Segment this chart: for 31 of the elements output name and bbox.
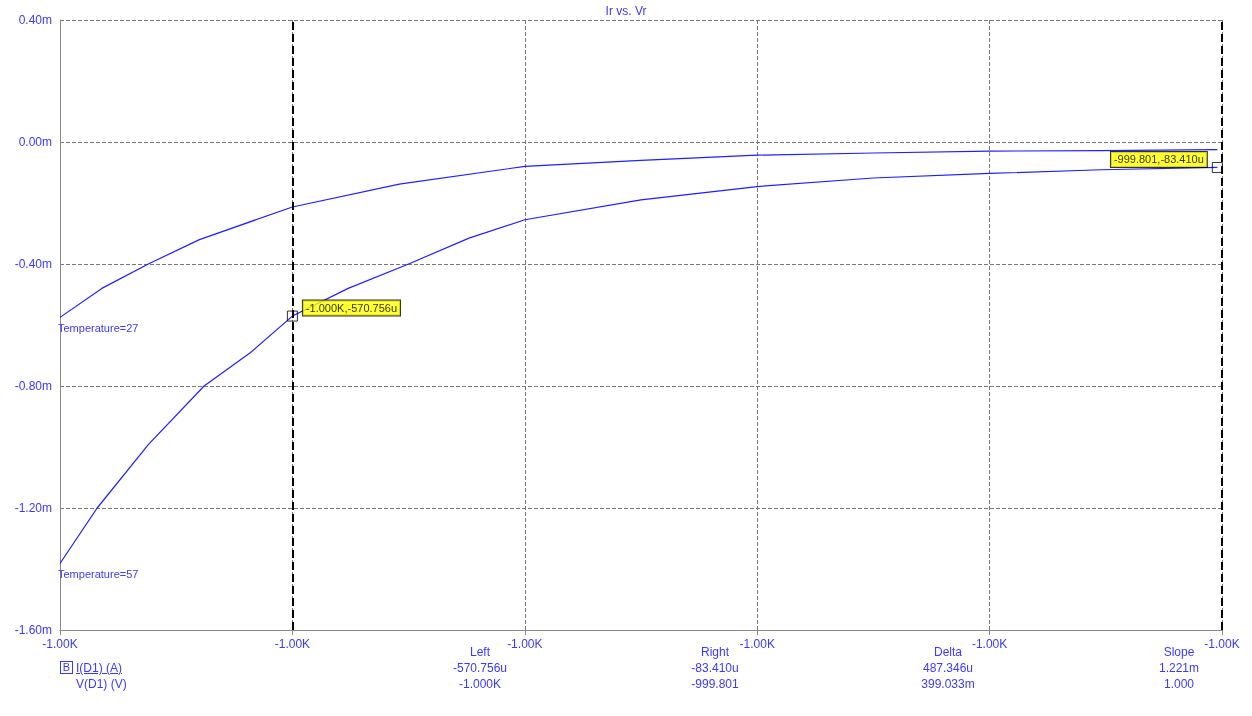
text: -83.410u — [690, 661, 740, 676]
y-tick-label: 0.00m — [18, 135, 52, 149]
y-tick-label: -0.40m — [14, 257, 52, 271]
text: 1.000 — [1163, 677, 1195, 692]
x-tick-label: -1.00K — [739, 637, 775, 651]
y-tick-label: -0.80m — [14, 379, 52, 393]
y-tick-label: -1.60m — [14, 623, 52, 637]
text: V(D1) (V) — [76, 677, 127, 692]
text: -570.756u — [451, 661, 508, 676]
text: I(D1) (A) — [76, 661, 122, 676]
text: Right — [700, 645, 729, 659]
y-tick-label: 0.40m — [18, 13, 52, 27]
text: Slope — [1163, 645, 1195, 659]
text: 399.033m — [920, 677, 976, 692]
text: Delta — [933, 645, 962, 659]
annotation: -1.000K,-570.756u — [305, 302, 398, 315]
y-tick-label: -1.20m — [14, 501, 52, 515]
x-tick-label: -1.00K — [274, 637, 311, 651]
letter-b-icon: B — [60, 661, 73, 674]
x-tick-label: -1.00K — [42, 637, 78, 651]
x-tick-label: -1.00K — [971, 637, 1008, 651]
text: Left — [469, 645, 490, 659]
text: -999.801 — [690, 677, 740, 692]
x-tick-label: -1.00K — [1204, 637, 1240, 651]
text: 487.346u — [921, 661, 975, 676]
line-series — [59, 149, 1218, 318]
chart-title: Ir vs. Vr — [605, 4, 647, 18]
x-tick-label: -1.00K — [507, 637, 543, 651]
annotation: -999.801,-83.410u — [1113, 153, 1204, 166]
text: -1.000K — [458, 677, 502, 692]
text: 1.221m — [1158, 661, 1200, 676]
